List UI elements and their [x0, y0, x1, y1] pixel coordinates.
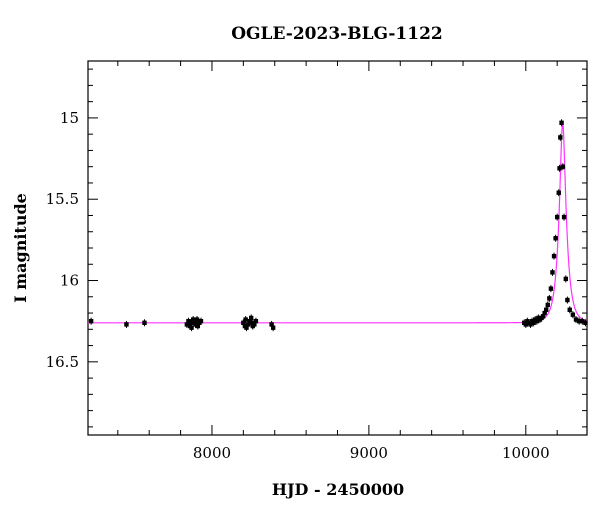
- data-point: [245, 322, 251, 327]
- data-point: [270, 325, 276, 330]
- data-point: [142, 320, 147, 325]
- y-tick-label: 16.5: [46, 353, 79, 371]
- data-point: [124, 322, 129, 327]
- data-point: [249, 320, 255, 325]
- data-point: [583, 320, 588, 325]
- y-axis-label: I magnitude: [11, 193, 30, 303]
- data-point: [561, 214, 567, 220]
- data-point: [557, 166, 562, 171]
- data-point: [194, 317, 200, 322]
- data-point: [195, 323, 201, 329]
- data-point: [247, 318, 252, 324]
- data-point: [547, 296, 552, 301]
- data-point: [573, 317, 579, 322]
- data-point: [545, 302, 550, 308]
- x-tick-label: 10000: [502, 444, 550, 462]
- data-point: [556, 190, 561, 195]
- x-tick-label: 8000: [193, 444, 231, 462]
- x-axis-label: HJD - 2450000: [272, 480, 404, 499]
- data-points: [88, 119, 588, 332]
- data-point: [188, 320, 193, 325]
- data-point: [253, 318, 259, 324]
- data-point: [198, 318, 204, 324]
- data-point: [534, 318, 539, 324]
- data-point: [88, 318, 94, 324]
- data-point: [544, 307, 549, 312]
- data-point: [550, 270, 555, 275]
- data-point: [560, 164, 566, 169]
- chart-title: OGLE-2023-BLG-1122: [231, 24, 443, 44]
- data-point: [576, 318, 582, 324]
- data-point: [559, 120, 564, 125]
- tick-labels: 8000 9000 10000 15 15.5 16 16.5: [46, 109, 550, 462]
- model-curve: [88, 122, 588, 324]
- data-point: [531, 320, 536, 325]
- data-point: [551, 253, 557, 259]
- data-point: [558, 135, 563, 140]
- data-point: [252, 322, 257, 327]
- data-point: [193, 322, 198, 327]
- data-point: [542, 310, 547, 316]
- y-tick-label: 16: [60, 272, 79, 290]
- data-point: [241, 320, 246, 325]
- data-point: [528, 322, 533, 327]
- data-point: [548, 286, 554, 291]
- x-tick-label: 9000: [350, 444, 388, 462]
- data-point: [189, 325, 194, 330]
- data-point: [523, 322, 529, 327]
- axis-ticks: [88, 61, 587, 435]
- data-point: [190, 317, 196, 322]
- y-tick-label: 15.5: [46, 190, 79, 208]
- data-point: [243, 317, 248, 322]
- data-point: [570, 312, 576, 317]
- data-point: [554, 214, 560, 220]
- data-point: [269, 322, 274, 327]
- data-point: [184, 322, 190, 327]
- data-point: [244, 325, 249, 330]
- y-tick-label: 15: [60, 109, 79, 127]
- data-point: [186, 318, 191, 324]
- data-point: [563, 276, 569, 282]
- data-point: [553, 236, 558, 241]
- data-point: [540, 314, 546, 319]
- plot-frame: [87, 60, 588, 436]
- data-point: [565, 297, 570, 303]
- data-point: [567, 307, 572, 312]
- data-point: [580, 318, 585, 324]
- data-point: [248, 315, 254, 321]
